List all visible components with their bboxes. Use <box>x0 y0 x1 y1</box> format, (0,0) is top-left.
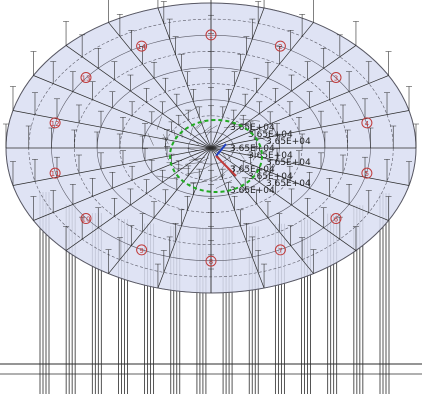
support-label: 5 <box>365 170 369 178</box>
support-label: 8 <box>209 258 213 266</box>
support-label: 7 <box>278 247 282 255</box>
support-label: 1 <box>209 32 213 40</box>
support-label: 14 <box>137 43 146 51</box>
support-label: 2 <box>278 43 282 51</box>
support-label: 4 <box>365 120 370 128</box>
support-label: 3 <box>334 74 338 82</box>
support-label: 9 <box>139 247 143 255</box>
support-label: 12 <box>51 120 60 128</box>
support-label: 10 <box>82 216 91 224</box>
support-label: 13 <box>82 74 91 82</box>
support-label: 11 <box>51 170 60 178</box>
support-label: 6 <box>334 216 339 224</box>
